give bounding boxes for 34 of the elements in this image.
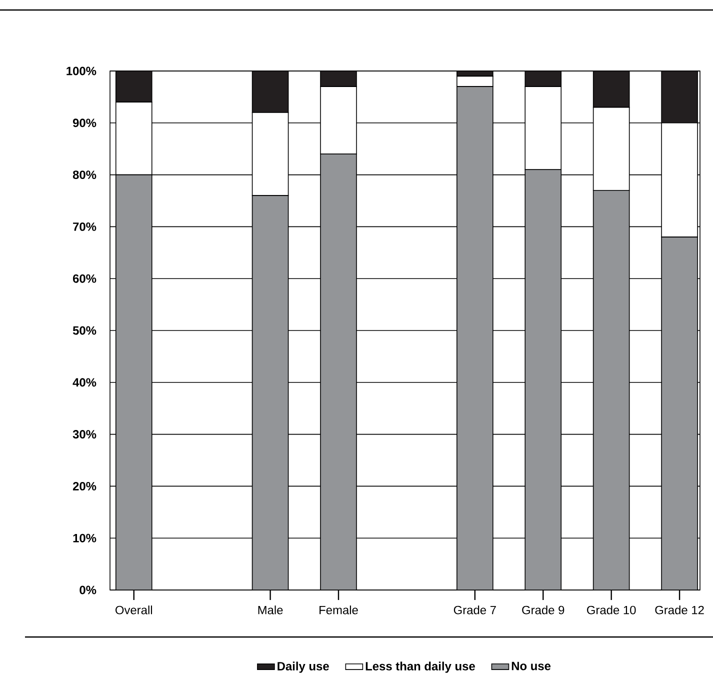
- y-tick-label: 40%: [72, 378, 96, 387]
- bar: [524, 169, 562, 590]
- y-tick-label: 10%: [73, 534, 96, 542]
- x-tick-label: Grade 10: [587, 606, 636, 614]
- bar: [524, 70, 562, 87]
- bar: [115, 174, 152, 590]
- bar: [320, 70, 357, 87]
- bar: [592, 70, 630, 108]
- x-tick-label: Grade 7: [454, 606, 496, 614]
- bar: [252, 195, 289, 590]
- x-tick-label: Female: [320, 606, 358, 614]
- bar: [456, 86, 494, 590]
- y-tick-label: 90%: [72, 118, 96, 128]
- bar: [115, 70, 152, 103]
- bar: [252, 70, 289, 113]
- y-tick-label: 70%: [73, 222, 96, 231]
- bar: [661, 70, 698, 124]
- y-tick-label: 0%: [80, 586, 96, 594]
- y-tick-label: 80%: [72, 170, 96, 180]
- bar: [592, 190, 630, 590]
- y-tick-label: 30%: [72, 430, 96, 439]
- y-tick-label: 50%: [72, 326, 96, 335]
- bar: [661, 236, 698, 590]
- y-tick-label: 60%: [72, 274, 96, 283]
- legend-label: Less than daily use: [366, 662, 475, 673]
- x-tick-label: Male: [258, 606, 283, 614]
- y-tick-label: 20%: [72, 482, 96, 490]
- legend-label: No use: [512, 662, 551, 670]
- x-tick-label: Grade 12: [655, 606, 704, 614]
- x-tick-label: Overall: [116, 606, 152, 614]
- x-tick-label: Grade 9: [522, 606, 564, 614]
- y-tick-label: 100%: [66, 66, 96, 76]
- legend-label: Daily use: [278, 662, 329, 673]
- bar: [320, 154, 357, 590]
